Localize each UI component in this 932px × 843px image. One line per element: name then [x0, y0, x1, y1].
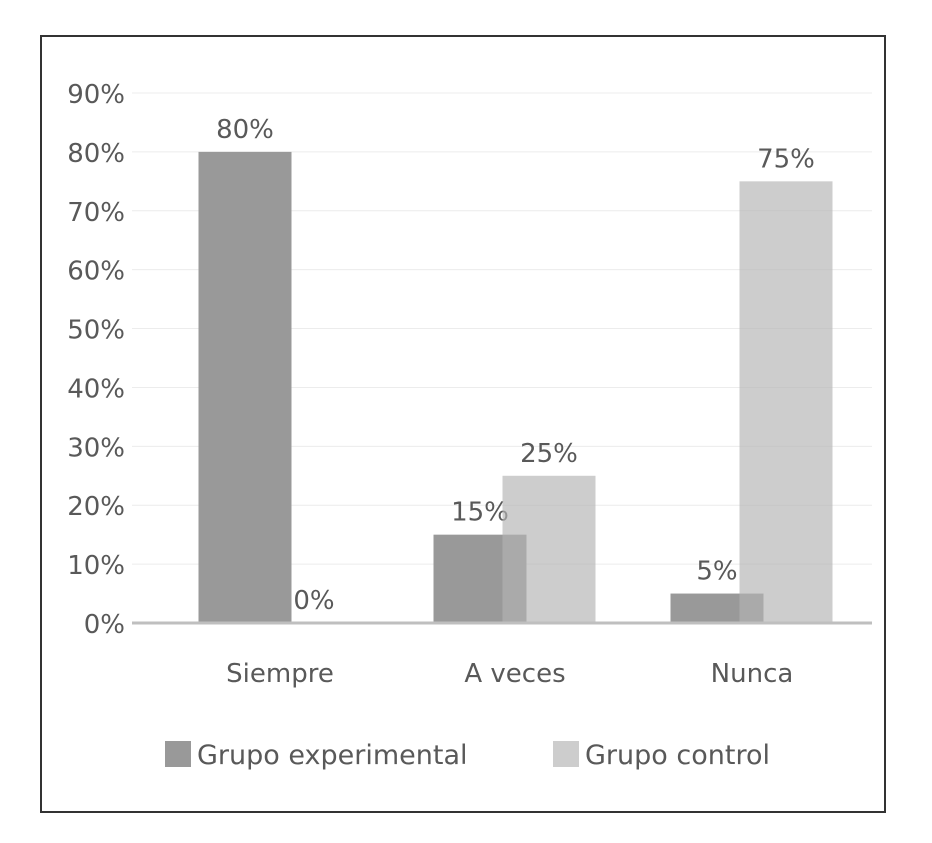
- y-tick-label: 70%: [67, 198, 125, 228]
- y-tick-label: 30%: [67, 433, 125, 463]
- x-tick-label: A veces: [464, 659, 565, 689]
- data-label: 0%: [293, 586, 334, 616]
- legend-swatch: [553, 741, 579, 767]
- data-label: 75%: [757, 144, 815, 174]
- x-tick-label: Nunca: [711, 659, 794, 689]
- y-tick-label: 50%: [67, 316, 125, 346]
- data-label: 25%: [520, 439, 578, 469]
- data-label: 80%: [216, 115, 274, 145]
- bar-control: [502, 475, 596, 623]
- data-label: 15%: [451, 498, 509, 528]
- x-tick-label: Siempre: [226, 659, 334, 689]
- chart-frame: [40, 35, 886, 813]
- bar-control: [739, 181, 833, 624]
- y-tick-label: 20%: [67, 492, 125, 522]
- y-tick-label: 10%: [67, 551, 125, 581]
- bar-experimental: [198, 151, 292, 623]
- legend-label: Grupo control: [585, 740, 770, 771]
- y-tick-label: 60%: [67, 257, 125, 287]
- legend-swatch: [165, 741, 191, 767]
- y-tick-label: 40%: [67, 374, 125, 404]
- y-tick-label: 80%: [67, 139, 125, 169]
- y-tick-label: 90%: [67, 80, 125, 110]
- y-tick-label: 0%: [84, 610, 125, 640]
- legend-label: Grupo experimental: [197, 740, 468, 771]
- data-label: 5%: [696, 557, 737, 587]
